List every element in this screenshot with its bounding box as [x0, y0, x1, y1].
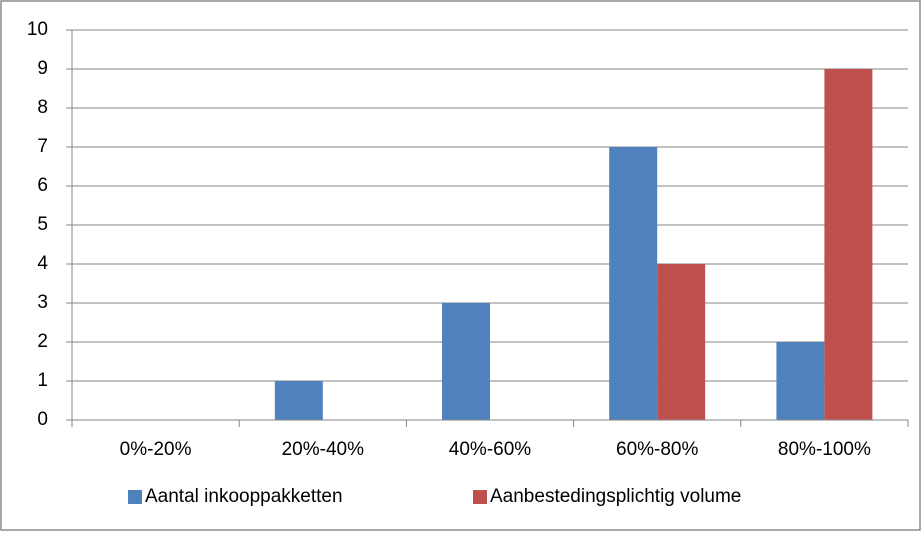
bar [442, 303, 490, 420]
x-tick-label: 0%-20% [120, 439, 192, 460]
x-tick-label: 40%-60% [449, 439, 531, 460]
bar [776, 342, 825, 420]
x-tick-label: 80%-100% [778, 439, 871, 460]
legend-swatch [128, 490, 142, 504]
y-tick-label: 9 [37, 58, 48, 79]
legend-label: Aantal inkooppakketten [145, 486, 343, 507]
x-tick-label: 20%-40% [282, 439, 364, 460]
bar [657, 264, 706, 420]
bar [824, 69, 873, 420]
y-tick-label: 0 [37, 409, 48, 430]
y-tick-label: 8 [37, 97, 48, 118]
y-tick-label: 7 [37, 136, 48, 157]
x-tick-label: 60%-80% [616, 439, 698, 460]
bar [609, 147, 658, 420]
y-tick-label: 4 [37, 253, 48, 274]
bar [274, 381, 323, 420]
legend-swatch [473, 490, 487, 504]
y-tick-label: 6 [37, 175, 48, 196]
y-tick-label: 10 [27, 19, 48, 40]
y-tick-label: 3 [37, 292, 48, 313]
legend-label: Aanbestedingsplichtig volume [490, 486, 741, 507]
y-tick-label: 1 [37, 370, 48, 391]
y-tick-label: 2 [37, 331, 48, 352]
y-tick-label: 5 [37, 214, 48, 235]
